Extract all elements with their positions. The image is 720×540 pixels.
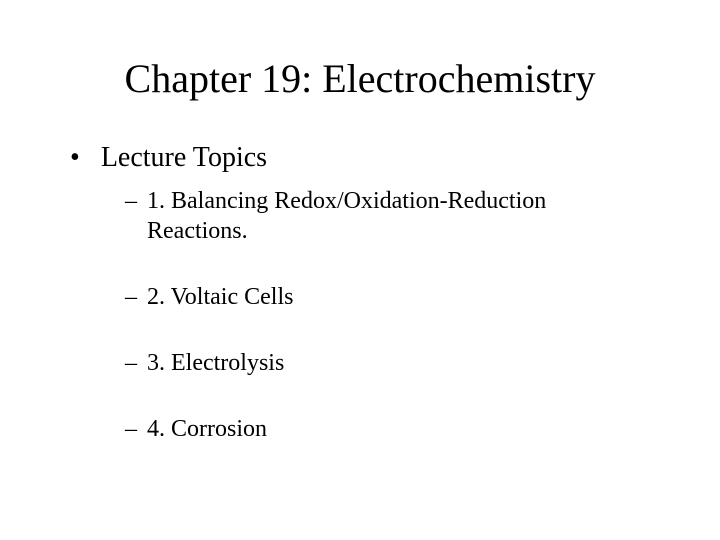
sub-list: 1. Balancing Redox/Oxidation-Reduction R… [125,186,610,444]
list-item: 1. Balancing Redox/Oxidation-Reduction R… [125,186,610,246]
main-bullet: Lecture Topics [70,142,670,174]
list-item: 2. Voltaic Cells [125,282,610,312]
slide-title: Chapter 19: Electrochemistry [50,55,670,102]
list-item: 4. Corrosion [125,414,610,444]
main-bullet-text: Lecture Topics [101,142,267,173]
list-item: 3. Electrolysis [125,348,610,378]
slide-container: Chapter 19: Electrochemistry Lecture Top… [0,0,720,540]
